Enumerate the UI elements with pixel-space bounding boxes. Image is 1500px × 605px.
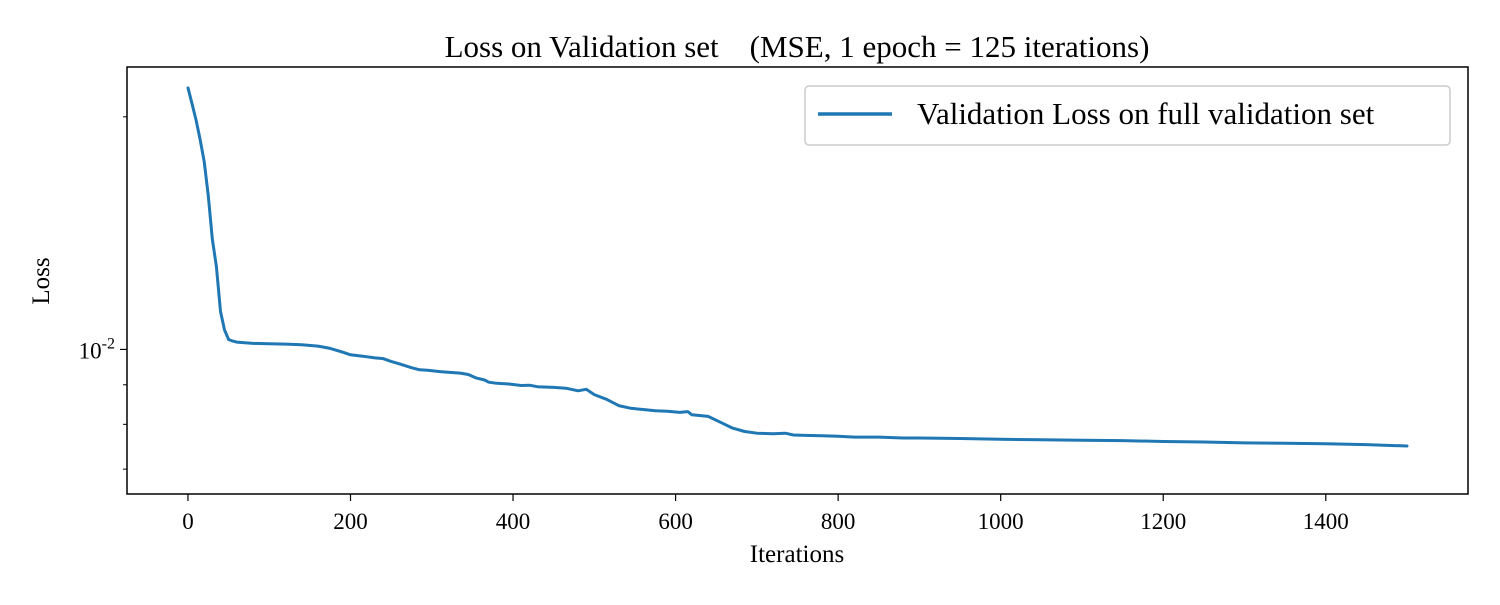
x-tick-label: 0 bbox=[182, 509, 194, 534]
x-axis-label: Iterations bbox=[750, 541, 844, 568]
legend-box bbox=[804, 85, 1451, 146]
axis-ticks: 0 200 400 600 800 1000 1200 1400 10-2 bbox=[79, 116, 1349, 534]
x-tick-label: 600 bbox=[658, 509, 693, 534]
x-tick-label: 400 bbox=[496, 509, 531, 534]
legend: Validation Loss on full validation set bbox=[804, 85, 1451, 146]
series-line-0 bbox=[186, 86, 1409, 448]
chart-title: Loss on Validation set (MSE, 1 epoch = 1… bbox=[445, 29, 1150, 64]
x-tick-label: 1200 bbox=[1140, 509, 1186, 534]
x-tick-label: 800 bbox=[821, 509, 856, 534]
plot-frame bbox=[126, 66, 1469, 495]
y-axis-label: Loss bbox=[28, 257, 55, 304]
x-tick-label: 1000 bbox=[978, 509, 1024, 534]
x-tick-label: 200 bbox=[333, 509, 368, 534]
axes bbox=[126, 66, 1469, 495]
legend-entry-label: Validation Loss on full validation set bbox=[917, 96, 1375, 131]
y-tick-label: 10-2 bbox=[79, 335, 115, 363]
x-tick-label: 1400 bbox=[1303, 509, 1349, 534]
series-layer bbox=[186, 86, 1409, 448]
